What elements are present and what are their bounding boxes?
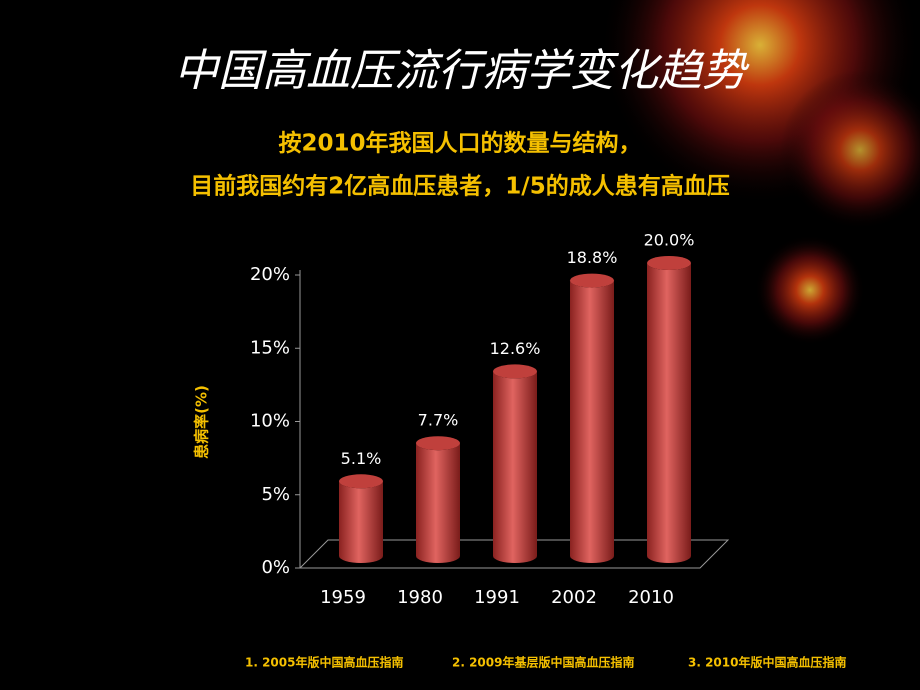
value-label: 12.6% [490,339,541,358]
bar [339,481,383,563]
footnote: 2. 2009年基层版中国高血压指南 [452,655,635,670]
bar [647,263,691,563]
title: 中国高血压流行病学变化趋势 [174,46,750,97]
bar [570,280,614,563]
y-tick-label: 20% [250,264,290,285]
bar-top [416,436,460,451]
value-label: 7.7% [418,411,459,430]
decoration [755,235,865,345]
decoration [780,70,920,230]
x-tick-label: 1991 [474,587,520,608]
x-tick-label: 2002 [551,587,597,608]
footnote: 3. 2010年版中国高血压指南 [688,655,847,670]
value-label: 20.0% [644,231,695,250]
bar-top [493,364,537,379]
bar-top [339,474,383,489]
bar [416,443,460,563]
bar [493,371,537,563]
value-label: 5.1% [341,449,382,468]
subtitle: 目前我国约有2亿高血压患者，1/5的成人患有高血压 [190,173,729,200]
x-tick-label: 1980 [397,587,443,608]
x-tick-label: 1959 [320,587,366,608]
y-tick-label: 15% [250,337,290,358]
y-tick-label: 10% [250,411,290,432]
bar-top [570,273,614,288]
x-tick-label: 2010 [628,587,674,608]
y-tick-label: 5% [261,484,290,505]
y-axis-label: 患病率(%) [193,385,211,459]
footnote: 1. 2005年版中国高血压指南 [245,655,404,670]
value-label: 18.8% [567,248,618,267]
y-tick-label: 0% [261,557,290,578]
bar-top [647,256,691,270]
subtitle: 按2010年我国人口的数量与结构， [278,130,641,157]
